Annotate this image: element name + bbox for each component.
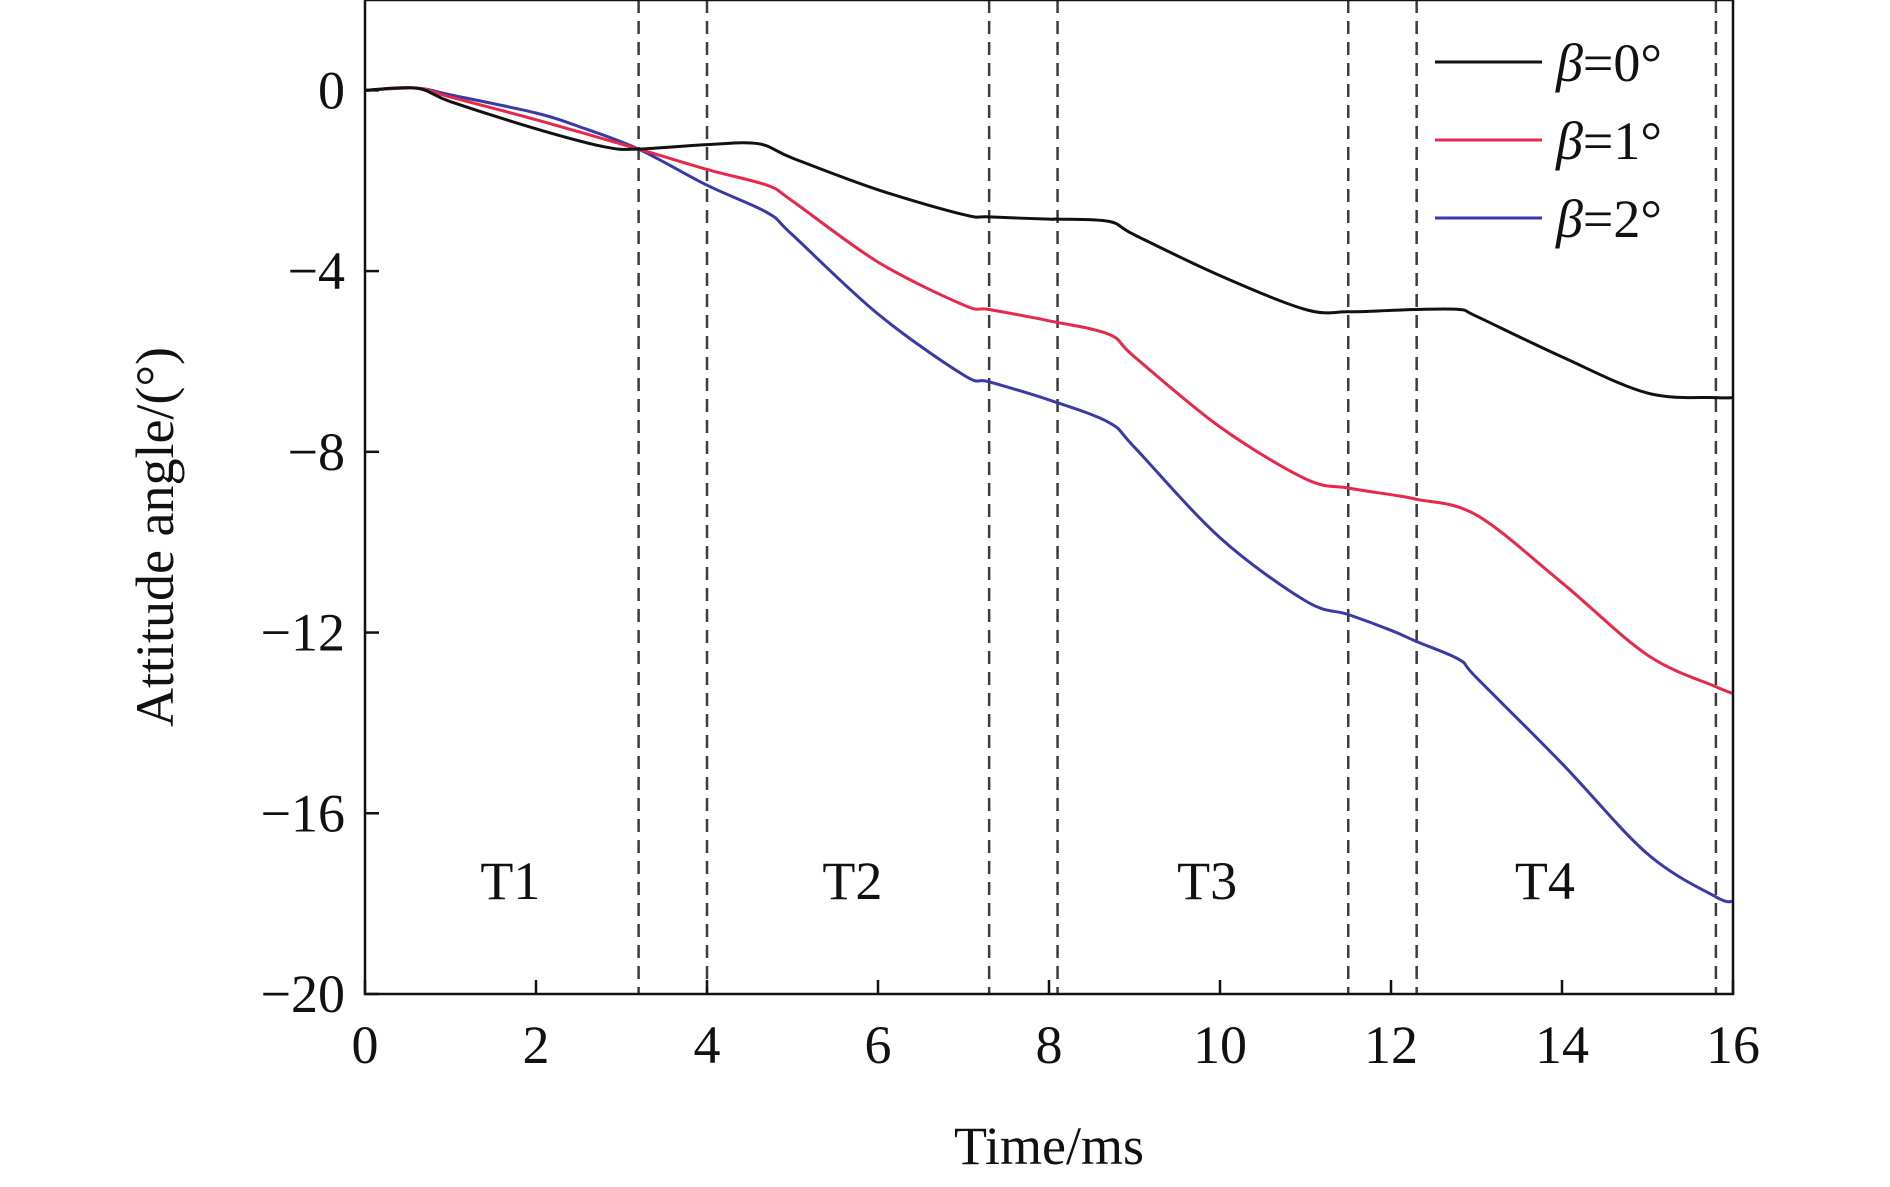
y-tick-label: −4 <box>288 241 345 301</box>
y-axis-label: Attitude angle/(°) <box>125 347 185 727</box>
x-tick-label: 16 <box>1706 1015 1760 1075</box>
region-label: T1 <box>480 851 540 911</box>
legend-value: =1° <box>1583 111 1662 171</box>
series-line-group <box>364 86 1734 904</box>
y-tick-label: −12 <box>261 603 345 663</box>
legend-value: =0° <box>1583 33 1662 93</box>
y-tick-label: −16 <box>261 783 345 843</box>
x-tick-label: 10 <box>1193 1015 1247 1075</box>
legend-label-beta-1: β=1° <box>1555 111 1662 171</box>
y-tick-label: −20 <box>261 964 345 1024</box>
region-label: T4 <box>1515 851 1575 911</box>
vertical-marker-group <box>637 0 1718 994</box>
region-label-group: T1 T2 T3 T4 <box>480 851 1575 911</box>
legend-symbol: β <box>1555 33 1583 93</box>
region-label: T2 <box>822 851 882 911</box>
y-tick-label: 0 <box>318 60 345 120</box>
x-tick-label: 2 <box>523 1015 550 1075</box>
axis-tick-group: 0 2 4 6 8 10 12 14 16 0 −4 −8 −12 −16 −20 <box>261 60 1760 1075</box>
series-line-beta-0 <box>364 86 1734 400</box>
x-tick-label: 6 <box>865 1015 892 1075</box>
region-label: T3 <box>1177 851 1237 911</box>
x-tick-label: 8 <box>1036 1015 1063 1075</box>
x-axis-label: Time/ms <box>954 1116 1144 1176</box>
series-line-beta-2 <box>364 86 1734 904</box>
x-tick-label: 0 <box>352 1015 379 1075</box>
legend-label-beta-0: β=0° <box>1555 33 1662 93</box>
y-tick-label: −8 <box>288 422 345 482</box>
legend: β=0° β=1° β=2° <box>1435 33 1662 249</box>
x-tick-label: 4 <box>694 1015 721 1075</box>
legend-symbol: β <box>1555 189 1583 249</box>
legend-symbol: β <box>1555 111 1583 171</box>
x-tick-label: 12 <box>1364 1015 1418 1075</box>
plot-frame <box>363 0 1735 996</box>
legend-label-beta-2: β=2° <box>1555 189 1662 249</box>
x-tick-label: 14 <box>1535 1015 1589 1075</box>
legend-value: =2° <box>1583 189 1662 249</box>
series-line-beta-1 <box>364 86 1734 695</box>
